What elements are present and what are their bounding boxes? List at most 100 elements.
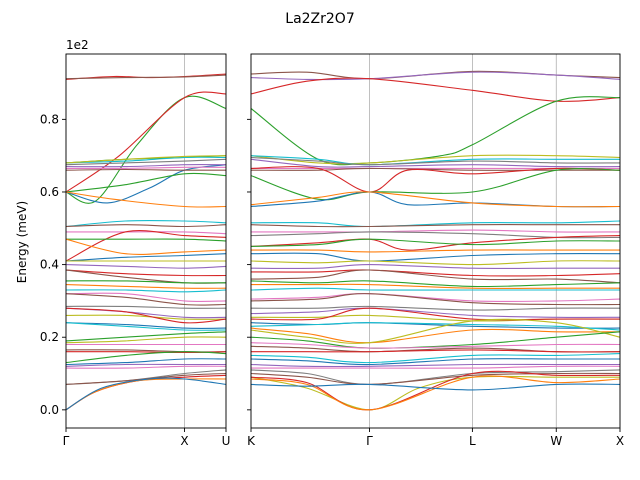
band-line-16 <box>251 229 620 233</box>
y-tick-label: 0.0 <box>40 403 59 417</box>
band-line-20 <box>251 249 620 253</box>
band-line-23 <box>66 269 226 277</box>
band-line-10 <box>251 166 620 193</box>
y-tick-label: 0.6 <box>40 185 59 199</box>
band-line-49 <box>251 375 620 411</box>
band-line-36 <box>66 331 226 342</box>
band-line-28 <box>251 287 620 291</box>
x-tick-label: Γ <box>366 434 373 448</box>
band-line-19 <box>251 238 620 247</box>
band-line-28 <box>66 292 226 302</box>
band-line-15 <box>66 224 226 228</box>
band-line-44 <box>251 358 620 366</box>
band-line-9 <box>66 164 226 168</box>
band-line-35 <box>66 322 226 331</box>
band-line-42 <box>66 358 226 366</box>
band-line-34 <box>251 307 620 321</box>
band-line-18 <box>66 238 226 242</box>
band-line-13 <box>66 191 226 208</box>
band-line-1 <box>251 71 620 81</box>
band-line-38 <box>251 318 620 344</box>
band-line-27 <box>66 289 226 293</box>
band-line-17 <box>66 230 226 262</box>
axes-frame <box>250 53 621 429</box>
band-line-1 <box>66 74 226 80</box>
band-line-10 <box>66 166 226 170</box>
band-line-37 <box>251 327 620 344</box>
band-line-12 <box>66 172 226 193</box>
band-line-16 <box>66 231 226 235</box>
band-line-32 <box>251 307 620 318</box>
band-line-2 <box>66 95 226 204</box>
x-tick-label: L <box>469 434 476 448</box>
band-line-31 <box>251 305 620 311</box>
band-line-25 <box>251 269 620 284</box>
band-line-44 <box>66 365 226 369</box>
y-axis-label: Energy (meV) <box>15 201 29 283</box>
band-line-30 <box>66 305 226 309</box>
band-line-42 <box>251 349 620 353</box>
band-line-2 <box>251 77 620 102</box>
x-tick-label: X <box>180 434 188 448</box>
band-line-6 <box>251 156 620 166</box>
band-line-7 <box>251 158 620 168</box>
band-line-27 <box>251 283 620 290</box>
band-line-30 <box>251 293 620 306</box>
axes-frame <box>65 53 227 429</box>
band-line-43 <box>251 353 620 364</box>
band-line-14 <box>66 219 226 228</box>
band-line-40 <box>251 342 620 349</box>
band-line-41 <box>66 351 226 364</box>
band-line-22 <box>66 264 226 269</box>
band-line-22 <box>251 260 620 266</box>
band-line-43 <box>66 363 226 367</box>
x-tick-label: K <box>247 434 256 448</box>
x-tick-label: U <box>222 434 231 448</box>
band-line-46 <box>251 365 620 369</box>
band-line-5 <box>251 155 620 166</box>
band-line-3 <box>66 91 226 193</box>
band-line-21 <box>251 252 620 262</box>
band-line-11 <box>66 168 226 171</box>
band-line-36 <box>251 322 620 331</box>
band-line-3 <box>251 96 620 166</box>
band-line-15 <box>251 224 620 228</box>
band-line-18 <box>251 235 620 251</box>
band-line-37 <box>66 336 226 344</box>
band-line-25 <box>66 280 226 284</box>
band-line-49 <box>66 377 226 411</box>
y-tick-label: 0.2 <box>40 330 59 344</box>
band-line-33 <box>66 307 226 324</box>
band-line-20 <box>66 238 226 255</box>
chart-title: La2Zr2O7 <box>285 11 354 27</box>
x-tick-label: W <box>550 434 562 448</box>
band-line-50 <box>251 370 620 411</box>
band-line-24 <box>251 269 620 277</box>
band-line-6 <box>66 156 226 164</box>
band-line-34 <box>66 322 226 329</box>
band-line-19 <box>66 253 226 262</box>
band-line-8 <box>66 158 226 166</box>
band-line-45 <box>251 363 620 368</box>
band-line-48 <box>251 372 620 385</box>
y-tick-label: 0.4 <box>40 258 59 272</box>
band-line-29 <box>251 293 620 303</box>
band-line-23 <box>251 264 620 270</box>
band-line-52 <box>251 383 620 391</box>
x-tick-label: Γ <box>63 434 70 448</box>
band-line-26 <box>66 284 226 289</box>
y-axis-scale-factor: 1e2 <box>66 38 89 52</box>
y-tick-label: 0.8 <box>40 112 59 126</box>
band-line-14 <box>251 220 620 228</box>
band-line-13 <box>251 191 620 208</box>
band-line-47 <box>251 369 620 385</box>
x-tick-label: X <box>616 434 624 448</box>
band-line-29 <box>66 293 226 306</box>
band-line-11 <box>251 168 620 201</box>
band-line-4 <box>251 154 620 165</box>
left-panel: Γ X U 0.0 0.2 0.4 0.6 0.8 <box>40 53 231 448</box>
band-line-51 <box>251 375 620 411</box>
band-line-26 <box>251 280 620 288</box>
